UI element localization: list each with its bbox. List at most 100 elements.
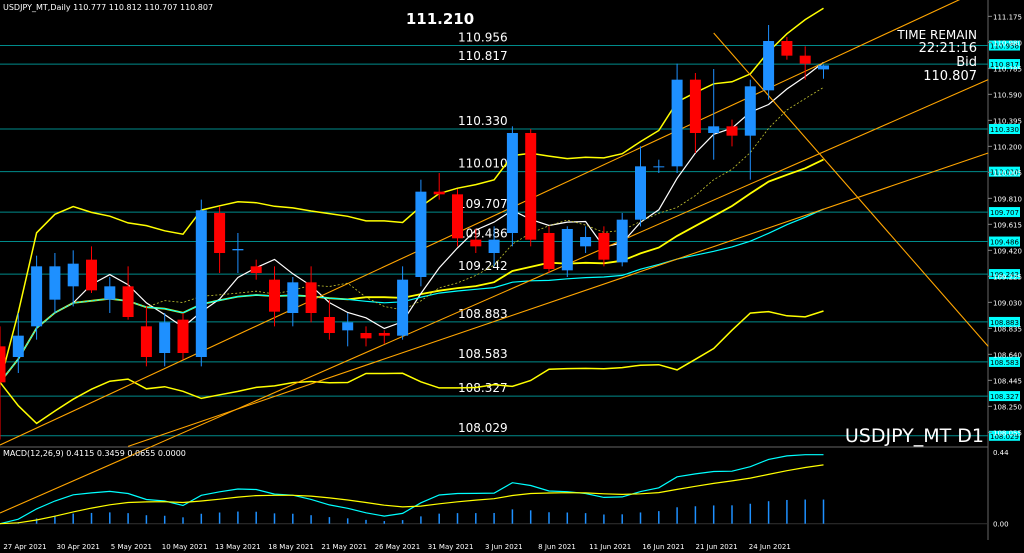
level-label: 108.583 xyxy=(458,347,508,361)
date-label: 21 May 2021 xyxy=(321,543,367,551)
channel-line xyxy=(127,152,989,447)
level-label: 108.883 xyxy=(458,307,508,321)
level-label: 110.956 xyxy=(458,31,508,45)
channel-line xyxy=(0,0,961,446)
indicators xyxy=(0,0,989,514)
candle-body xyxy=(671,79,683,167)
price-scale: 111.175 110.980 110.785 110.590 110.395 110.2… xyxy=(988,13,1022,437)
bid-label: Bid xyxy=(956,55,977,70)
candle-body xyxy=(159,322,171,353)
macd-info: MACD(12,26,9) 0.4115 0.3459 0.0655 0.000… xyxy=(3,449,186,458)
scale-label: 110.785 xyxy=(993,65,1022,73)
candle-body xyxy=(378,333,390,336)
macd-scale-label: 0.00 xyxy=(993,521,1009,529)
candle-body xyxy=(653,166,665,168)
candle-body xyxy=(580,237,592,247)
candle-body xyxy=(708,126,720,133)
candle-body xyxy=(287,282,299,313)
candle-body xyxy=(781,41,793,56)
candle-body xyxy=(49,266,61,300)
candle-body xyxy=(360,333,372,339)
candle-body xyxy=(415,191,427,277)
candle-body xyxy=(726,126,738,136)
level-label: 110.330 xyxy=(458,114,508,128)
level-tag-text: 110.010 xyxy=(990,169,1019,177)
date-label: 26 May 2021 xyxy=(375,543,421,551)
candle-body xyxy=(488,239,500,253)
candle-body xyxy=(67,263,79,287)
level-tag xyxy=(989,316,1020,327)
scale-label: 111.175 xyxy=(993,13,1022,21)
scale-label: 110.005 xyxy=(993,169,1022,177)
candle-body xyxy=(214,213,226,253)
candle-body xyxy=(525,133,537,240)
scale-label: 109.810 xyxy=(993,195,1022,203)
date-label: 8 Jun 2021 xyxy=(538,543,576,551)
scale-label: 108.445 xyxy=(993,377,1022,385)
scale-label: 109.225 xyxy=(993,273,1022,281)
bid-value: 110.807 xyxy=(923,69,977,84)
scale-label: 110.200 xyxy=(993,143,1022,151)
level-tag-text: 108.327 xyxy=(990,393,1019,401)
level-tag xyxy=(989,59,1020,70)
scale-label: 108.250 xyxy=(993,403,1022,411)
date-label: 31 May 2021 xyxy=(428,543,474,551)
candle-body xyxy=(506,133,518,233)
candle-body xyxy=(799,55,811,64)
time-remain-value: 22:21:16 xyxy=(919,41,977,56)
level-tag xyxy=(989,356,1020,367)
level-tag-text: 110.956 xyxy=(990,43,1019,51)
date-label: 30 Apr 2021 xyxy=(57,543,100,551)
level-tag xyxy=(989,166,1020,177)
candle-body xyxy=(342,322,354,331)
level-tag-text: 109.707 xyxy=(990,209,1019,217)
channel-line xyxy=(713,32,989,347)
date-label: 27 Apr 2021 xyxy=(3,543,46,551)
scale-label: 110.590 xyxy=(993,91,1022,99)
level-tag xyxy=(989,40,1020,51)
bollinger-upper xyxy=(0,7,824,383)
scale-label: 109.030 xyxy=(993,299,1022,307)
candle-body xyxy=(269,279,280,312)
high-marker: 111.210 xyxy=(406,10,474,28)
scale-label: 108.835 xyxy=(993,325,1022,333)
level-tag xyxy=(989,207,1020,218)
time-remain-label: TIME REMAIN xyxy=(896,28,977,42)
level-tag xyxy=(989,124,1020,134)
level-tag xyxy=(989,391,1020,402)
candle-body xyxy=(543,233,555,269)
candle-body xyxy=(305,282,317,313)
candle-body xyxy=(561,229,573,271)
symbol-info: USDJPY_MT,Daily 110.777 110.812 110.707 … xyxy=(3,3,213,12)
candle-body xyxy=(397,279,409,336)
level-label: 109.486 xyxy=(458,227,508,241)
macd-line xyxy=(0,454,824,525)
candle-body xyxy=(598,233,610,260)
level-label: 110.817 xyxy=(458,49,508,63)
date-axis: 27 Apr 2021 30 Apr 2021 5 May 2021 10 May 2… xyxy=(3,543,791,551)
scale-label: 110.980 xyxy=(993,39,1022,47)
candle-body xyxy=(744,86,756,136)
level-label: 108.029 xyxy=(458,421,508,435)
candle-body xyxy=(616,219,628,263)
candle-body xyxy=(195,210,207,357)
level-tag xyxy=(989,236,1020,247)
ma-cyan xyxy=(0,208,824,383)
scale-label: 110.395 xyxy=(993,117,1022,125)
macd-panel: 0.44 0.00 xyxy=(0,449,1009,529)
scale-label: 108.640 xyxy=(993,351,1022,359)
candle-body xyxy=(470,239,482,247)
candle-body xyxy=(323,317,335,333)
candle-body xyxy=(433,191,445,195)
level-tag-text: 110.817 xyxy=(990,61,1019,69)
candle-body xyxy=(104,286,116,300)
level-tag-text: 109.242 xyxy=(990,271,1019,279)
date-label: 16 Jun 2021 xyxy=(642,543,684,551)
ma-white xyxy=(0,61,824,383)
candle-body xyxy=(818,65,829,70)
date-label: 13 May 2021 xyxy=(215,543,261,551)
candle-body xyxy=(140,326,152,357)
level-tag xyxy=(989,269,1020,280)
